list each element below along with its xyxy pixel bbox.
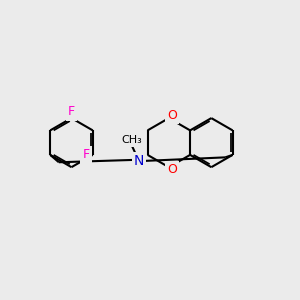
Text: O: O bbox=[167, 109, 177, 122]
Text: N: N bbox=[134, 154, 144, 168]
Text: F: F bbox=[82, 148, 89, 161]
Text: F: F bbox=[68, 106, 75, 118]
Text: CH₃: CH₃ bbox=[121, 135, 142, 145]
Text: O: O bbox=[167, 163, 177, 176]
